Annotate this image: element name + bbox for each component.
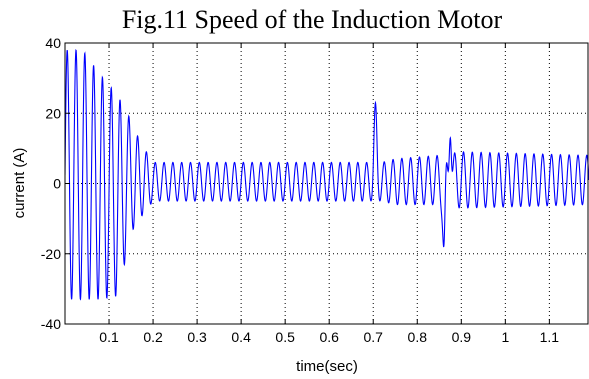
x-tick-label: 0.9 [452, 329, 472, 345]
chart-title: Fig.11 Speed of the Induction Motor [122, 5, 503, 34]
x-tick-label: 1.1 [540, 329, 560, 345]
y-tick-label: -40 [41, 316, 61, 332]
x-tick-label: 0.1 [99, 329, 119, 345]
x-tick-label: 0.5 [275, 329, 295, 345]
x-tick-label: 1 [501, 329, 509, 345]
y-tick-label: 0 [53, 176, 61, 192]
axis-ticks: 0.1 0.2 0.3 0.4 0.5 0.6 0.7 0.8 0.9 1 1.1 -40 -20 0 20… [41, 35, 560, 345]
x-tick-label: 0.3 [187, 329, 207, 345]
current-waveform-line [65, 48, 589, 301]
y-tick-label: 40 [45, 35, 61, 51]
x-tick-label: 0.6 [319, 329, 339, 345]
x-tick-label: 0.2 [143, 329, 163, 345]
y-tick-label: -20 [41, 246, 61, 262]
x-tick-label: 0.7 [364, 329, 384, 345]
x-tick-label: 0.8 [408, 329, 428, 345]
x-tick-label: 0.4 [231, 329, 251, 345]
x-axis-label: time(sec) [296, 358, 358, 375]
y-axis-label: current (A) [11, 148, 28, 219]
y-tick-label: 20 [45, 105, 61, 121]
